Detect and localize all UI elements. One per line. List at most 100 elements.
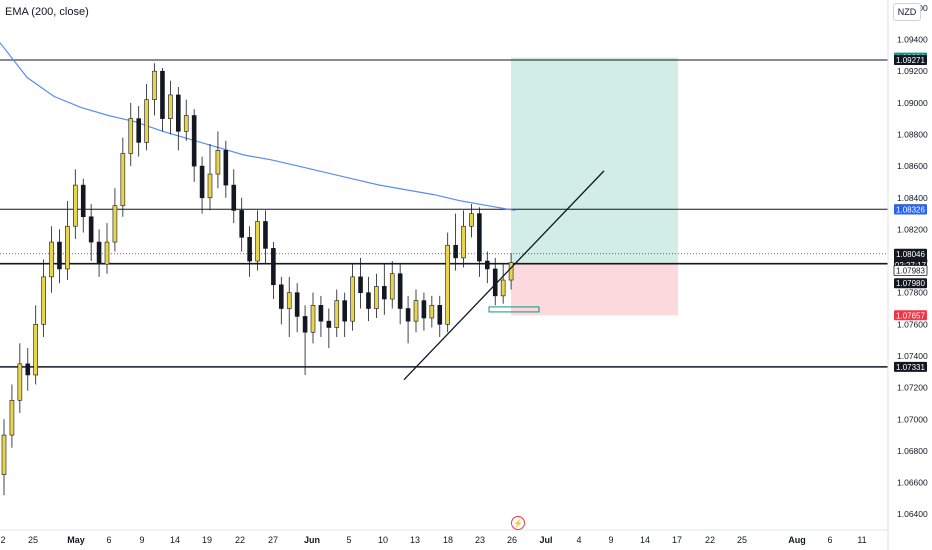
price-label-text: 1.07657 xyxy=(896,311,925,320)
candle[interactable] xyxy=(294,283,300,333)
candle-body xyxy=(199,165,205,199)
candle[interactable] xyxy=(96,229,102,277)
candle[interactable] xyxy=(453,213,458,271)
candle-body xyxy=(1,434,7,475)
candle[interactable] xyxy=(231,169,237,224)
candle[interactable] xyxy=(271,242,276,300)
position-zones[interactable] xyxy=(488,57,678,316)
candle[interactable] xyxy=(279,276,284,325)
candle[interactable] xyxy=(508,253,514,290)
candle[interactable] xyxy=(199,156,205,214)
candle[interactable] xyxy=(144,83,149,151)
candle[interactable] xyxy=(80,178,86,233)
candle[interactable] xyxy=(128,102,134,167)
candle[interactable] xyxy=(215,131,221,189)
y-tick-label: 1.08600 xyxy=(897,161,928,171)
ema-line[interactable] xyxy=(0,42,516,211)
candle-body xyxy=(255,221,260,262)
candle[interactable] xyxy=(57,229,62,284)
candle[interactable] xyxy=(183,99,189,141)
candle-body xyxy=(176,94,181,132)
candle[interactable] xyxy=(437,295,443,337)
candle[interactable] xyxy=(318,295,324,337)
candle-body xyxy=(73,184,78,227)
horizontal-levels[interactable] xyxy=(0,59,888,368)
candle[interactable] xyxy=(176,87,181,151)
x-tick-label: 26 xyxy=(507,535,517,545)
y-tick-label: 1.07000 xyxy=(897,414,928,424)
candle[interactable] xyxy=(88,204,94,262)
candle[interactable] xyxy=(477,207,482,277)
candle[interactable] xyxy=(342,292,347,337)
candle[interactable] xyxy=(389,261,395,309)
candle-body xyxy=(310,305,316,333)
candle[interactable] xyxy=(461,210,466,268)
time-axis[interactable]: 2 25 May 6 9 14 19 22 27 Jun 5 10 13 18 23 26 Jul 4 9 14 17 2… xyxy=(0,529,888,545)
candle[interactable] xyxy=(334,289,340,337)
x-tick-label: 14 xyxy=(170,535,180,545)
candle[interactable] xyxy=(33,305,38,385)
candle[interactable] xyxy=(168,80,173,135)
candle[interactable] xyxy=(239,197,244,252)
indicator-label[interactable]: EMA (200, close) xyxy=(5,6,89,18)
profit-zone[interactable] xyxy=(511,57,678,263)
candle[interactable] xyxy=(445,232,450,333)
candle[interactable] xyxy=(223,140,229,198)
candle[interactable] xyxy=(104,223,110,274)
candle[interactable] xyxy=(382,264,387,315)
candle-body xyxy=(421,300,427,319)
candle[interactable] xyxy=(65,200,70,281)
candle[interactable] xyxy=(429,295,435,328)
x-tick-label: 9 xyxy=(608,535,613,545)
candle[interactable] xyxy=(247,226,252,277)
candle[interactable] xyxy=(302,305,308,375)
candle[interactable] xyxy=(160,68,165,132)
candle[interactable] xyxy=(286,276,292,337)
price-label-text: 1.08326 xyxy=(896,205,925,214)
candle[interactable] xyxy=(421,292,427,331)
x-tick-label: 9 xyxy=(139,535,144,545)
candle[interactable] xyxy=(500,264,506,304)
x-tick-label: Jun xyxy=(304,535,320,545)
candle[interactable] xyxy=(120,137,126,217)
candle-body xyxy=(128,118,134,154)
candle-body xyxy=(461,225,466,259)
trendline[interactable] xyxy=(403,170,605,381)
candle-body xyxy=(33,324,38,376)
candle[interactable] xyxy=(255,210,260,271)
candle[interactable] xyxy=(263,210,268,265)
candle[interactable] xyxy=(17,343,23,413)
candle[interactable] xyxy=(366,276,371,322)
lightning-icon[interactable]: ⚡ xyxy=(511,516,525,530)
highlight-box[interactable] xyxy=(488,306,540,313)
currency-badge[interactable]: NZD xyxy=(893,3,921,21)
candle[interactable] xyxy=(326,308,332,349)
candle[interactable] xyxy=(469,204,474,238)
candle[interactable] xyxy=(485,251,490,284)
candle[interactable] xyxy=(9,384,15,448)
candle[interactable] xyxy=(49,226,54,293)
candle[interactable] xyxy=(1,419,7,496)
candle[interactable] xyxy=(41,259,46,337)
candle-body xyxy=(152,70,157,100)
candle[interactable] xyxy=(374,273,379,318)
ema-series[interactable] xyxy=(0,42,516,211)
trendline-segment[interactable] xyxy=(403,170,605,381)
candle[interactable] xyxy=(207,143,213,211)
candle[interactable] xyxy=(25,348,31,391)
candle[interactable] xyxy=(358,257,363,309)
candle-body xyxy=(49,241,54,278)
candle[interactable] xyxy=(413,289,419,333)
candle[interactable] xyxy=(73,169,78,239)
candle[interactable] xyxy=(136,106,141,157)
candle[interactable] xyxy=(350,264,355,331)
candles[interactable] xyxy=(1,63,514,496)
candle[interactable] xyxy=(191,109,197,182)
candle[interactable] xyxy=(405,295,411,344)
candle[interactable] xyxy=(112,188,118,252)
candle[interactable] xyxy=(397,264,403,325)
candle[interactable] xyxy=(492,257,498,306)
candle[interactable] xyxy=(152,63,157,116)
candle[interactable] xyxy=(310,292,316,344)
